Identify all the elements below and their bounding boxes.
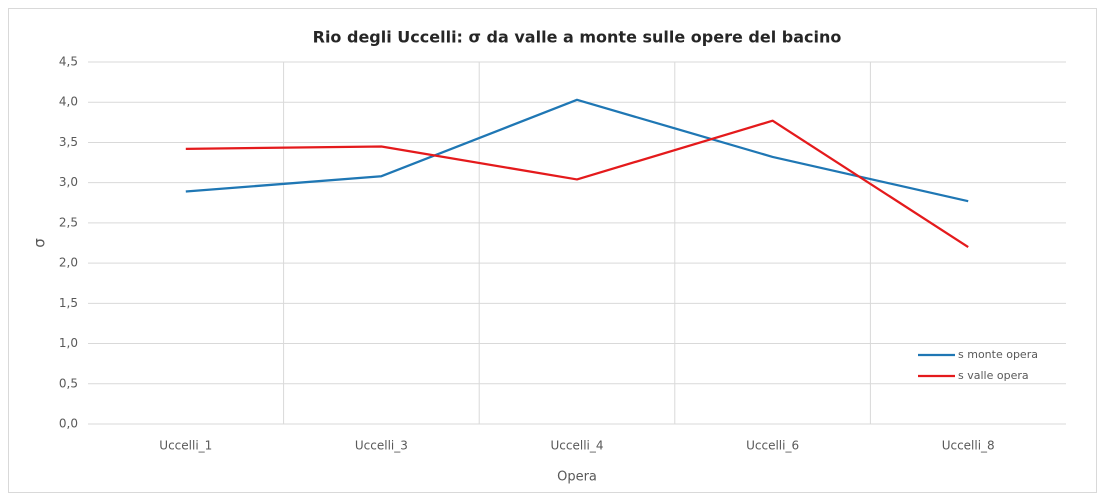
x-tick-label: Uccelli_3: [355, 439, 408, 453]
y-tick-label: 1,0: [59, 336, 78, 350]
data-line: [185, 98, 969, 203]
y-tick-label: 2,0: [59, 256, 78, 270]
y-tick-label: 1,5: [59, 296, 78, 310]
x-tick-label: Uccelli_4: [551, 439, 604, 453]
y-tick-label: 0,5: [59, 376, 78, 390]
legend-label: s valle opera: [958, 369, 1029, 382]
chart-border: [8, 8, 1097, 493]
y-tick-label: 2,5: [59, 215, 78, 229]
x-tick-label: Uccelli_1: [159, 439, 212, 453]
y-tick-label: 4,0: [59, 95, 78, 109]
y-axis-label: σ: [31, 238, 49, 248]
y-tick-label: 4,5: [59, 55, 78, 69]
chart-title: Rio degli Uccelli: σ da valle a monte su…: [313, 28, 842, 47]
x-tick-label: Uccelli_8: [942, 439, 995, 453]
data-line: [185, 119, 969, 248]
y-tick-label: 3,5: [59, 135, 78, 149]
y-tick-label: 0,0: [59, 417, 78, 431]
x-tick-label: Uccelli_6: [746, 439, 799, 453]
x-axis-label: Opera: [557, 470, 597, 485]
legend-label: s monte opera: [958, 348, 1038, 361]
y-tick-label: 3,0: [59, 175, 78, 189]
